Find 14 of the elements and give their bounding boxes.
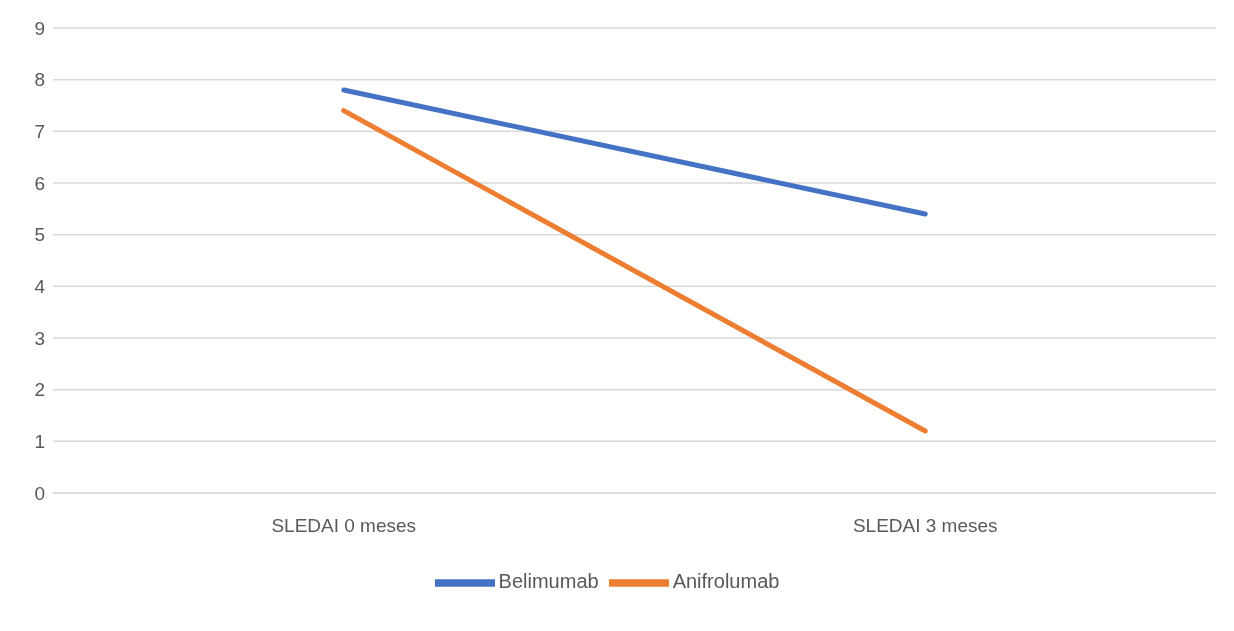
y-tick-label: 9: [34, 17, 45, 39]
y-tick-label: 0: [34, 482, 45, 504]
y-tick-label: 6: [34, 172, 45, 194]
legend-label: Anifrolumab: [672, 570, 780, 593]
y-tick-label: 7: [34, 121, 45, 143]
y-tick-label: 3: [34, 327, 45, 349]
y-tick-label: 5: [34, 224, 45, 246]
x-tick-label: SLEDAI 3 meses: [852, 515, 998, 537]
y-tick-label: 1: [34, 431, 45, 453]
y-tick-label: 4: [34, 276, 46, 298]
x-tick-label: SLEDAI 0 meses: [271, 515, 417, 537]
legend-label: Belimumab: [498, 570, 599, 593]
y-tick-label: 8: [34, 69, 45, 91]
y-tick-label: 2: [34, 379, 45, 401]
